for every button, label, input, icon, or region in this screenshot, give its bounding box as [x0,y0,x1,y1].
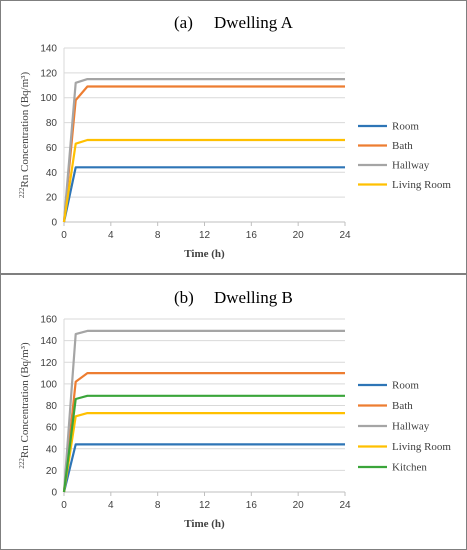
x-tick-label: 0 [61,500,67,511]
y-tick-label: 40 [46,168,58,179]
series-line-bath [62,85,345,223]
y-tick-label: 140 [40,44,57,55]
series-line-hallway [62,77,345,223]
series-line-kitchen [62,394,345,493]
y-tick-label: 80 [46,401,58,412]
x-tick-label: 24 [339,500,351,511]
y-tick-label: 60 [46,423,58,434]
y-tick-label: 20 [46,193,58,204]
legend-label-kitchen: Kitchen [392,462,427,474]
legend-label-living-room: Living Room [392,441,451,453]
x-tick-label: 24 [339,230,351,241]
y-tick-label: 20 [46,466,58,477]
legend-label-hallway: Hallway [392,160,430,172]
y-tick-label: 40 [46,444,58,455]
series-line-living-room [62,138,345,223]
chart-title: Dwelling A [214,13,294,32]
y-axis-title: 222Rn Concentration (Bq/m³) [18,342,31,469]
x-axis-title: Time (h) [184,248,225,260]
y-axis-title-superscript: 222 [18,458,26,469]
series-line-living-room [62,412,345,493]
legend-label-hallway: Hallway [392,421,430,433]
y-tick-label: 100 [40,379,57,390]
x-axis-title: Time (h) [184,518,225,530]
y-tick-label: 120 [40,68,57,79]
chart-panel-label: (b) [174,288,194,307]
y-axis-title-text: Rn Concentration (Bq/m³) [19,72,31,188]
chart-title: Dwelling B [214,288,293,307]
x-tick-label: 16 [246,230,258,241]
y-tick-label: 60 [46,143,58,154]
legend-label-room: Room [392,380,419,392]
chart-panel-label: (a) [174,13,193,32]
legend-label-bath: Bath [392,400,413,412]
x-tick-label: 8 [155,500,161,511]
x-tick-label: 0 [61,230,67,241]
legend-label-room: Room [392,121,419,133]
y-tick-label: 80 [46,118,58,129]
y-axis-title: 222Rn Concentration (Bq/m³) [18,72,31,199]
x-tick-label: 20 [293,500,305,511]
chart-svg-dwelling-a: (a) Dwelling A 0 20 40 60 80 100 120 140 0 4 8 12 16 20… [18,13,451,260]
series-line-room [62,166,345,223]
y-tick-label: 0 [51,488,57,499]
legend-label-bath: Bath [392,140,413,152]
y-tick-label: 0 [51,218,57,229]
chart-panel-dwelling-a: (a) Dwelling A 0 20 40 60 80 100 120 140 0 4 8 12 16 20… [0,0,467,274]
series-line-room [62,443,345,493]
chart-svg-dwelling-b: (b) Dwelling B 0 20 40 60 80 100 120 140 160 0 4 8 12 1… [18,288,451,530]
x-tick-label: 8 [155,230,161,241]
y-axis-title-text: Rn Concentration (Bq/m³) [19,342,31,458]
x-tick-label: 4 [108,500,114,511]
y-tick-label: 100 [40,93,57,104]
y-tick-label: 120 [40,358,57,369]
chart-panel-dwelling-b: (b) Dwelling B 0 20 40 60 80 100 120 140 160 0 4 8 12 1… [0,274,467,550]
series-line-bath [62,371,345,493]
y-tick-label: 140 [40,336,57,347]
legend-label-living-room: Living Room [392,179,451,191]
x-tick-label: 20 [293,230,305,241]
x-tick-label: 4 [108,230,114,241]
x-tick-label: 12 [199,500,211,511]
x-tick-label: 12 [199,230,211,241]
y-axis-title-superscript: 222 [18,187,26,198]
y-tick-label: 160 [40,315,57,326]
series-line-hallway [62,329,345,493]
x-tick-label: 16 [246,500,258,511]
